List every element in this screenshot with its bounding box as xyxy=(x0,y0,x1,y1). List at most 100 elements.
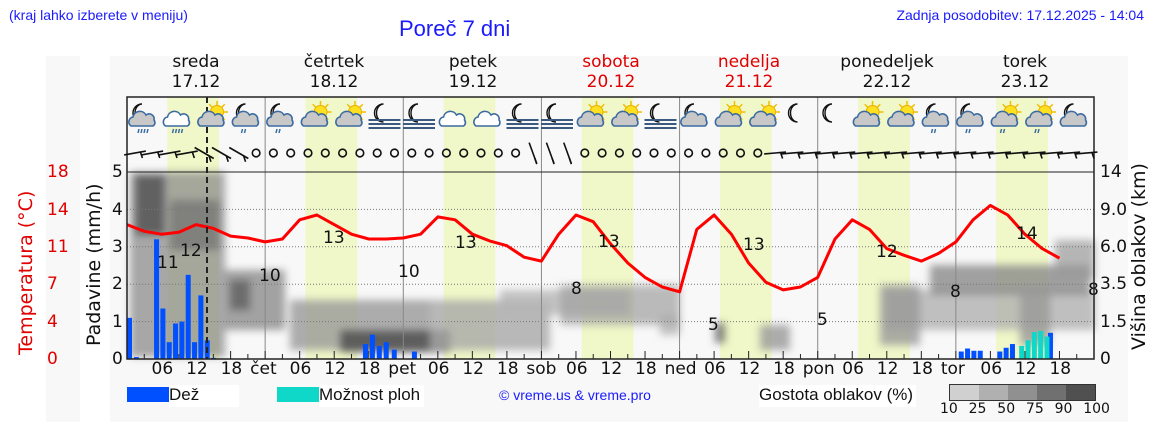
temperature-curve xyxy=(126,203,1061,294)
moon-icon xyxy=(822,103,833,123)
day-header-tue: torek 23.12 xyxy=(955,52,1095,92)
sun-cloud-icon xyxy=(714,101,746,127)
sun-cloud-icon xyxy=(887,101,918,127)
day-name: sobota xyxy=(582,52,640,72)
x-tick: sob xyxy=(526,359,557,379)
cloud-height-tick: 14 xyxy=(1100,162,1122,182)
density-10-25 xyxy=(950,385,979,400)
svg-text:13: 13 xyxy=(598,232,620,252)
density-75-90 xyxy=(1037,385,1066,400)
shower-bars xyxy=(1019,330,1050,359)
moon-fog-icon xyxy=(403,103,435,129)
svg-text:12: 12 xyxy=(180,241,202,261)
x-tick: 12 xyxy=(324,359,346,379)
rain-legend-label: Dež xyxy=(169,385,240,407)
x-tick: 06 xyxy=(980,359,1003,379)
density-tick: 90 xyxy=(1054,401,1073,417)
x-tick: 12 xyxy=(876,359,899,379)
x-tick: 18 xyxy=(911,359,933,379)
day-header-wed: sreda 17.12 xyxy=(126,52,266,92)
location-hint-link[interactable]: (kraj lahko izberete v meniju) xyxy=(9,7,188,23)
moon-fog-icon xyxy=(368,103,401,129)
day-name: ponedeljek xyxy=(840,52,934,72)
density-tick: 50 xyxy=(997,401,1016,417)
svg-text:10: 10 xyxy=(398,262,420,282)
svg-text:13: 13 xyxy=(323,228,345,248)
x-tick: pet xyxy=(388,359,417,379)
day-date: 22.12 xyxy=(862,72,912,92)
density-50-75 xyxy=(1008,385,1037,400)
sun-cloud-icon xyxy=(611,101,642,127)
cloud-height-tick: 0 xyxy=(1100,349,1111,369)
x-tick: 06 xyxy=(427,359,450,379)
svg-text:5: 5 xyxy=(817,310,828,330)
precip-axis-label: Padavine (mm/h) xyxy=(83,183,105,346)
x-tick: 12 xyxy=(186,359,208,379)
cloud-density-layer xyxy=(130,172,1095,357)
x-tick: 06 xyxy=(704,359,726,379)
day-name: torek xyxy=(1003,52,1047,72)
page-title: Poreč 7 dni xyxy=(399,16,511,41)
svg-text:13: 13 xyxy=(743,235,765,255)
cloud-height-tick: 1.5 xyxy=(1100,312,1128,332)
moon-cloud-drizzle-icon xyxy=(266,103,294,134)
day-date: 23.12 xyxy=(1000,72,1050,92)
day-separators xyxy=(264,97,957,359)
temperature-axis-label: Temperatura (°C) xyxy=(15,190,37,355)
x-tick: 18 xyxy=(1049,359,1072,379)
precip-tick: 3 xyxy=(112,237,123,257)
x-tick: 18 xyxy=(220,359,243,379)
precip-tick: 5 xyxy=(112,162,123,182)
density-tick: 100 xyxy=(1083,401,1110,417)
moon-cloud-drizzle-icon xyxy=(956,103,984,134)
svg-text:13: 13 xyxy=(455,233,477,253)
temperature-tick: 18 xyxy=(47,162,69,182)
sun-cloud-icon xyxy=(852,101,884,127)
hour-ticks xyxy=(143,351,1078,359)
precip-tick: 0 xyxy=(112,349,123,369)
x-tick: 12 xyxy=(1014,359,1037,379)
moon-icon xyxy=(787,103,798,123)
sun-cloud-icon xyxy=(576,101,608,127)
moon-cloud-drizzle-icon xyxy=(231,103,260,134)
x-tick: 06 xyxy=(289,359,312,379)
x-tick: tor xyxy=(940,359,965,379)
x-tick: 12 xyxy=(600,359,623,379)
svg-text:14: 14 xyxy=(1016,224,1038,244)
temperature-tick: 4 xyxy=(47,312,58,332)
weather-icon-row xyxy=(128,101,1088,134)
plot-frame xyxy=(126,96,1095,360)
x-tick: 18 xyxy=(773,359,795,379)
svg-text:12: 12 xyxy=(876,242,898,262)
day-name: petek xyxy=(448,52,498,72)
density-tick: 25 xyxy=(968,401,987,417)
precip-tick: 1 xyxy=(112,312,123,332)
temperature-tick: 0 xyxy=(47,349,58,369)
temperature-tick: 7 xyxy=(47,274,58,294)
temperature-axis-panel xyxy=(46,56,80,422)
x-tick: pon xyxy=(802,359,835,379)
day-header-sun: nedelja 21.12 xyxy=(679,52,819,92)
cloud-rain-icon xyxy=(162,110,191,134)
day-date: 20.12 xyxy=(586,72,636,92)
day-date: 21.12 xyxy=(724,72,774,92)
x-tick: 06 xyxy=(151,359,174,379)
sun-cloud-icon xyxy=(300,101,332,127)
copyright-link[interactable]: © vreme.us & vreme.pro xyxy=(499,387,651,403)
x-tick: 12 xyxy=(738,359,761,379)
day-header-thu: četrtek 18.12 xyxy=(264,52,404,92)
sun-cloud-icon xyxy=(749,101,780,127)
cloud-height-tick: 9.0 xyxy=(1100,200,1128,220)
showers-legend-swatch xyxy=(277,387,323,402)
rain-bars xyxy=(127,239,1053,359)
cloud-height-tick: 6.0 xyxy=(1100,237,1128,257)
moon-cloud-drizzle-icon xyxy=(921,103,950,134)
cloud-height-axis-label: Višina oblakov (km) xyxy=(1128,163,1150,350)
density-25-50 xyxy=(979,385,1008,400)
day-date: 19.12 xyxy=(448,72,498,92)
x-tick: 18 xyxy=(496,359,519,379)
temperature-tick: 14 xyxy=(47,200,69,220)
x-tick: čet xyxy=(250,359,277,379)
